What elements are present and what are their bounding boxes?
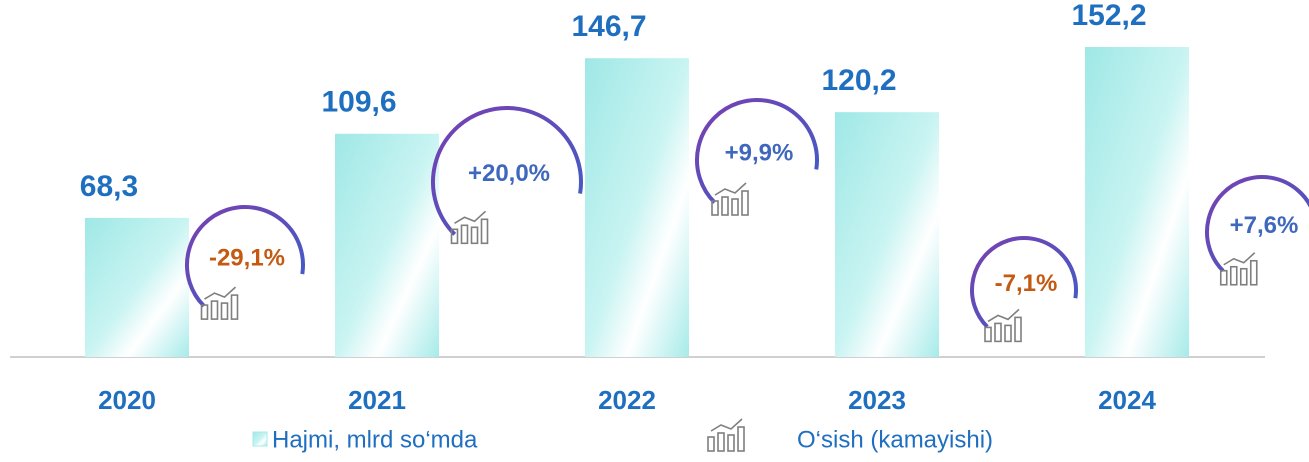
growth-icon [984,308,1022,343]
growth-arc [970,236,1078,329]
bar [835,112,939,357]
growth-label: +20,0% [468,160,550,187]
value-label: 68,3 [80,170,138,203]
growth-label: -29,1% [209,245,285,272]
growth-arc [185,205,305,308]
x-tick-label: 2023 [848,385,906,415]
legend-icon [707,418,745,452]
growth-label: -7,1% [995,270,1058,297]
growth-arc [1205,175,1309,273]
value-label: 152,2 [1071,0,1146,32]
growth-icon [450,210,489,245]
growth-label: +9,9% [725,139,794,166]
growth-icon [200,286,239,320]
growth-arc [431,106,583,236]
legend-label: O‘sish (kamayishi) [797,426,993,453]
growth-label: +7,6% [1230,212,1299,239]
bar [585,58,689,358]
growth-arc [695,98,819,204]
legend-swatch [252,431,268,447]
x-tick-label: 2022 [598,385,656,415]
growth-icon [711,182,749,216]
growth-icon [1219,251,1258,286]
bar [1085,47,1189,357]
value-label: 146,7 [571,10,646,43]
x-tick-label: 2024 [1098,385,1156,415]
x-tick-label: 2020 [98,385,156,415]
x-tick-label: 2021 [348,385,406,415]
value-label: 109,6 [321,86,396,119]
bar [85,217,189,357]
legend-label: Hajmi, mlrd so‘mda [272,426,478,453]
value-label: 120,2 [821,64,896,97]
bar [335,133,439,357]
